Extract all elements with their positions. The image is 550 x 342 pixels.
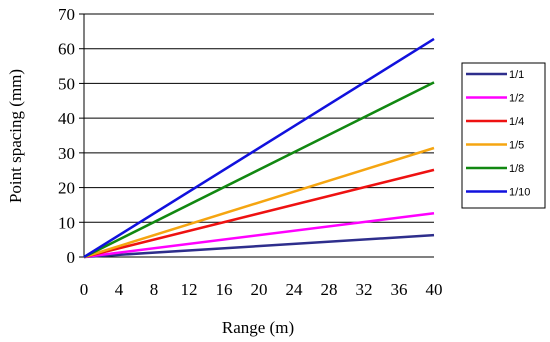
y-tick-label: 40 — [58, 109, 75, 128]
x-tick-label: 24 — [286, 280, 304, 299]
series-lines — [83, 37, 435, 259]
series-line-1-10 — [83, 37, 435, 259]
y-tick-labels: 0 10 20 30 40 50 60 70 — [58, 5, 84, 267]
y-tick-label: 50 — [58, 74, 75, 93]
legend-label: 1/5 — [509, 140, 524, 152]
x-tick-label: 12 — [181, 280, 198, 299]
y-tick-label: 0 — [67, 248, 76, 267]
x-axis-title: Range (m) — [222, 318, 294, 337]
grid-lines — [84, 13, 434, 223]
legend-label: 1/10 — [509, 187, 530, 199]
x-tick-label: 4 — [115, 280, 124, 299]
legend: 1/1 1/2 1/4 1/5 1/8 1/10 — [461, 62, 546, 209]
series-line-1-8 — [83, 81, 435, 259]
x-tick-label: 8 — [150, 280, 159, 299]
axes — [83, 14, 434, 258]
x-tick-label: 16 — [216, 280, 233, 299]
y-tick-label: 60 — [58, 40, 75, 59]
y-tick-label: 70 — [58, 5, 75, 24]
x-tick-label: 40 — [426, 280, 443, 299]
legend-label: 1/4 — [509, 116, 524, 128]
y-tick-label: 10 — [58, 213, 75, 232]
y-tick-label: 20 — [58, 179, 75, 198]
series-line-1-5 — [83, 146, 435, 259]
y-axis-title: Point spacing (mm) — [6, 69, 25, 203]
x-tick-label: 0 — [80, 280, 89, 299]
x-tick-label: 32 — [356, 280, 373, 299]
legend-box — [461, 62, 546, 209]
y-tick-label: 30 — [58, 144, 75, 163]
legend-label: 1/1 — [509, 69, 524, 81]
legend-label: 1/8 — [509, 163, 524, 175]
x-tick-label: 28 — [321, 280, 338, 299]
series-line-1-2 — [83, 212, 435, 259]
series-line-1-4 — [83, 168, 435, 259]
x-tick-label: 36 — [391, 280, 408, 299]
x-tick-labels: 0 4 8 12 16 20 24 28 32 36 40 — [80, 280, 443, 299]
x-tick-label: 20 — [251, 280, 268, 299]
series-line-1-1 — [83, 233, 435, 259]
legend-label: 1/2 — [509, 93, 524, 105]
